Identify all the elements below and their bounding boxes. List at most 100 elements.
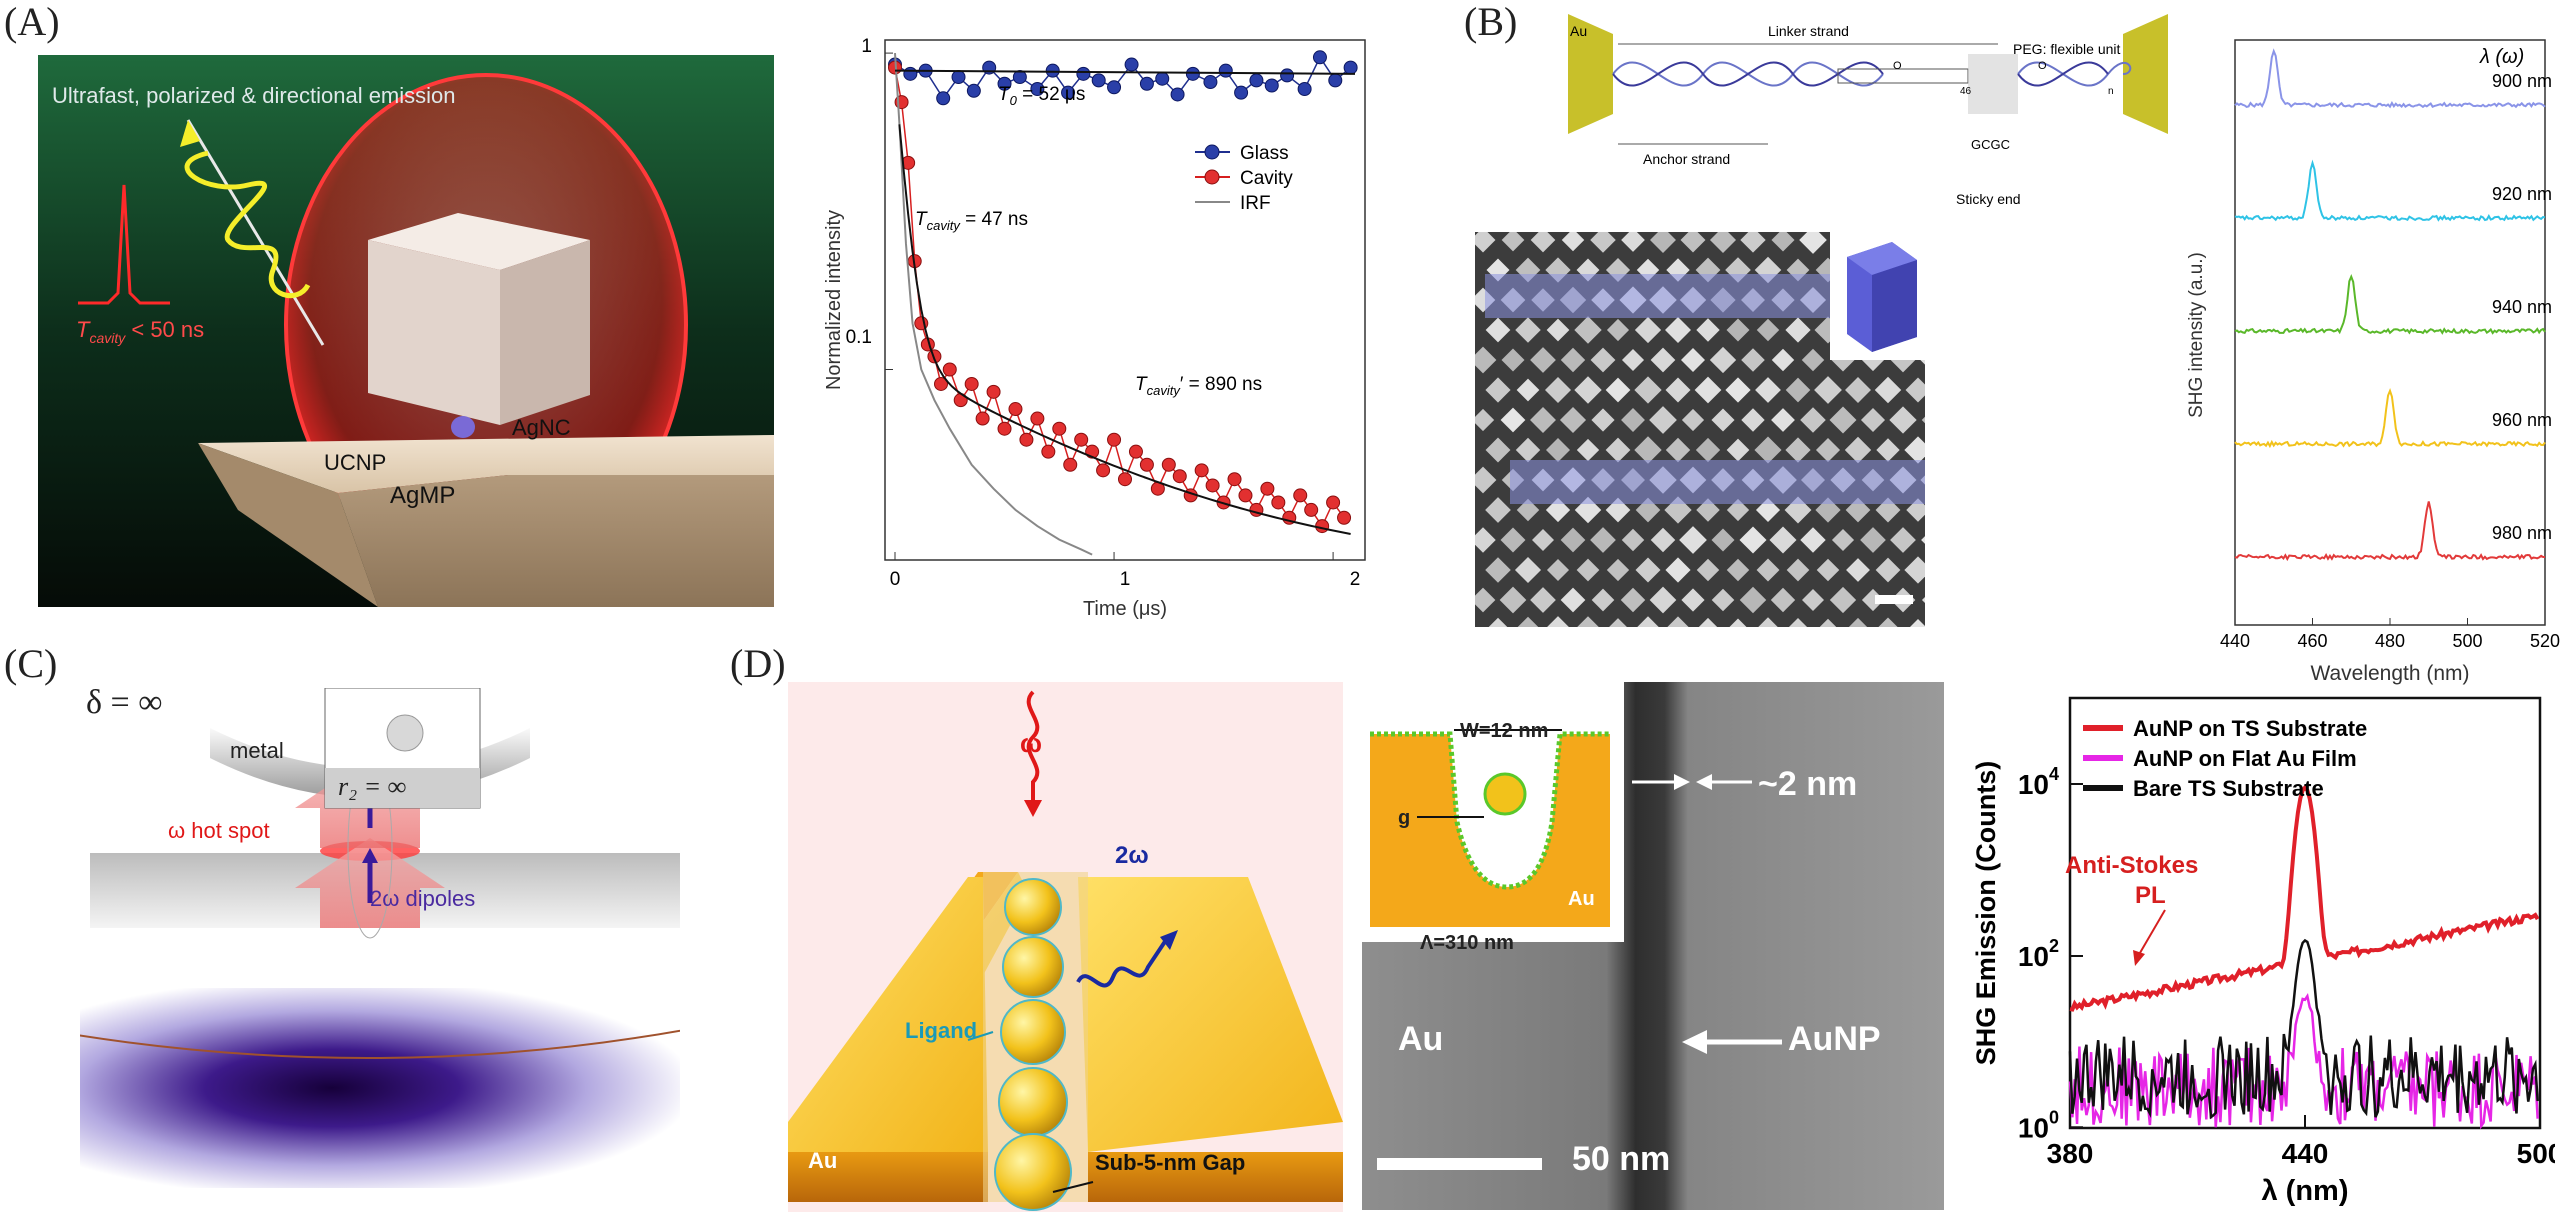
legend-glass: Glass — [1240, 143, 1289, 164]
nanocube-tile — [1754, 436, 1782, 464]
two-nm-label: ~2 nm — [1758, 765, 1858, 803]
nanocube-tile — [1801, 588, 1825, 612]
series-glass-point — [1264, 78, 1279, 93]
nanocube-tile — [1799, 232, 1827, 254]
plot-frame — [884, 39, 1366, 561]
series-cavity-point — [1041, 444, 1056, 459]
gcgc-label: GCGC — [1971, 137, 2010, 152]
y-axis-label: SHG Emission (Counts) — [1971, 761, 2001, 1066]
nanocube-tile — [1725, 377, 1751, 403]
nanocube-tile — [1905, 377, 1925, 403]
nanocube-tile — [1755, 497, 1781, 523]
nanocube-tile — [1890, 527, 1916, 553]
spectrum-3-line — [2234, 388, 2546, 449]
x-axis-label: Wavelength (nm) — [2310, 662, 2469, 685]
nanocube-tile — [1874, 376, 1902, 404]
series-cavity-point — [1205, 478, 1220, 493]
y-axis-label: SHG intensity (a.u.) — [2186, 252, 2207, 418]
nanocube-tile — [1814, 376, 1842, 404]
hot-spot-label: ω hot spot — [168, 818, 270, 843]
nanocube-tile — [1758, 617, 1778, 627]
nanocube-tile — [1681, 588, 1705, 612]
nanocube-tile — [1819, 618, 1837, 627]
series-glass-point — [1124, 57, 1139, 72]
nanocube-tile — [1786, 558, 1810, 582]
series-cavity-point — [1161, 457, 1176, 472]
series-cavity-point — [1030, 411, 1045, 426]
nanocube-tile — [1726, 558, 1750, 582]
nanocube-tile — [1755, 377, 1781, 403]
nanocube-tile — [1739, 586, 1767, 614]
nanocube-tile — [1729, 618, 1747, 627]
spectrum-label: 920 nm — [2492, 184, 2552, 204]
nanocube-tile — [1485, 317, 1511, 343]
nanocube-tile — [1637, 616, 1659, 627]
series-cavity-point — [1096, 463, 1111, 478]
nanocube-tile — [1605, 437, 1631, 463]
nanocube-tile — [1788, 617, 1808, 627]
series-glass-point — [1312, 50, 1327, 65]
nanocube-tile — [1740, 232, 1766, 253]
nanocube-tile — [1561, 232, 1585, 252]
series-cavity-point — [975, 411, 990, 426]
anchor-label: Anchor strand — [1643, 151, 1730, 167]
nanocube-tile — [1801, 348, 1825, 372]
nanocube-tile — [1515, 437, 1541, 463]
series-2-line — [2068, 938, 2539, 1120]
agmp-label: AgMP — [390, 482, 455, 509]
series-cavity-point — [1227, 472, 1242, 487]
nanocube-tile — [1574, 376, 1602, 404]
series-glass-point — [1155, 71, 1170, 86]
series-glass-point — [1170, 87, 1185, 102]
shg-emission-chart: SHG Emission (Counts) λ (nm) 100 102 104 38… — [1971, 696, 2555, 1207]
nanocube-tile — [1560, 347, 1586, 373]
series-cavity-point — [1019, 432, 1034, 447]
nanocube-tile — [1696, 558, 1720, 582]
series-glass-point — [1076, 66, 1091, 81]
delta-label: δ = ∞ — [86, 684, 163, 721]
nanocube-tile — [1694, 376, 1722, 404]
y-tick-1: 1 — [861, 36, 872, 57]
nanocube-tile — [1515, 317, 1541, 343]
nanocube-tile — [1665, 377, 1691, 403]
nanocube-tile — [1590, 232, 1616, 253]
legend-title: λ (ω) — [2479, 46, 2524, 68]
nanocube-tile — [1475, 346, 1497, 374]
nanocube-tile — [1876, 438, 1900, 462]
series-glass-point — [936, 91, 951, 106]
au-tip-left — [1568, 14, 1613, 134]
series-0-line — [2069, 784, 2540, 1012]
x-axis-label: λ (nm) — [2262, 1175, 2349, 1207]
nanocube-tile — [1698, 617, 1718, 627]
series-glass-point — [1234, 85, 1249, 100]
nanocube-tile — [1621, 232, 1645, 252]
nanocube-tile — [1485, 377, 1511, 403]
series-cavity-point — [1172, 469, 1187, 484]
nanocube-tile — [1844, 436, 1872, 464]
legend: Glass Cavity IRF — [1195, 143, 1293, 214]
nanocube-tile — [1906, 498, 1925, 522]
gap-label: Sub-5-nm Gap — [1095, 1150, 1246, 1175]
spectrum-1-line — [2234, 159, 2546, 222]
emission-label: Ultrafast, polarized & directional emiss… — [52, 83, 456, 108]
series-cavity-point — [1139, 457, 1154, 472]
sem-image — [1475, 232, 1925, 627]
n-label: n — [2108, 86, 2114, 97]
x-tick-label: 440 — [2220, 631, 2250, 651]
y-tick-label: 104 — [2018, 764, 2059, 800]
metal-label: metal — [230, 738, 284, 763]
nanocube-tile — [1665, 557, 1691, 583]
cavity-fit-line — [898, 124, 1351, 535]
nanocube-tile — [1741, 408, 1765, 432]
series-glass-point — [903, 66, 918, 81]
nanocube-tile — [1635, 557, 1661, 583]
legend-cavity: Cavity — [1240, 168, 1293, 189]
nanocube-tile — [1846, 558, 1870, 582]
nanocube-tile — [1785, 317, 1811, 343]
series-cavity-point — [1304, 502, 1319, 517]
series-glass-point — [1328, 73, 1343, 88]
nanocube-tile — [1516, 378, 1540, 402]
nanocube-tile — [1560, 527, 1586, 553]
nanocube-tile — [1634, 376, 1662, 404]
o-label-1: O — [1893, 60, 1902, 72]
